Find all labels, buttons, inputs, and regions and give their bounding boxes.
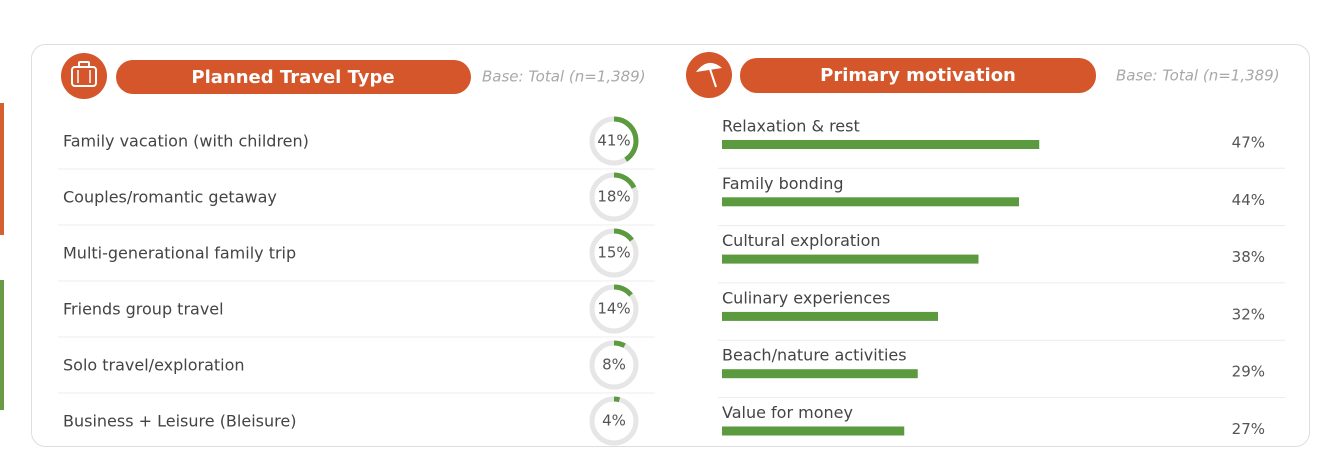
- value-label: 8%: [602, 356, 626, 374]
- bar: [722, 197, 1019, 207]
- value-label: 44%: [1232, 191, 1265, 209]
- row-label: Beach/nature activities: [722, 346, 907, 365]
- bar: [722, 254, 979, 264]
- panel-title: Planned Travel Type: [191, 67, 394, 88]
- donut-arc: [589, 172, 639, 222]
- value-label: 47%: [1232, 134, 1265, 152]
- value-label: 32%: [1232, 305, 1265, 323]
- bar: [722, 369, 918, 379]
- suitcase-icon: [61, 53, 107, 99]
- value-label: 4%: [602, 412, 626, 430]
- row-label: Multi-generational family trip: [63, 244, 296, 263]
- row-label: Value for money: [722, 403, 853, 422]
- value-label: 38%: [1232, 248, 1265, 266]
- row-label: Cultural exploration: [722, 231, 881, 250]
- value-label: 14%: [597, 300, 630, 318]
- row-label: Couples/romantic getaway: [63, 188, 277, 207]
- donut-arc: [589, 116, 639, 166]
- donut-arc: [589, 228, 639, 278]
- panel-title: Primary motivation: [820, 65, 1016, 86]
- row-label: Business + Leisure (Bleisure): [63, 412, 296, 431]
- title-pill: [116, 60, 471, 94]
- row-label: Family bonding: [722, 174, 844, 193]
- value-label: 27%: [1232, 420, 1265, 438]
- row-label: Family vacation (with children): [63, 132, 309, 151]
- row-label: Relaxation & rest: [722, 117, 860, 136]
- value-label: 18%: [597, 188, 630, 206]
- bar: [722, 140, 1040, 149]
- value-label: 15%: [597, 244, 630, 262]
- edge-accent: [0, 280, 4, 410]
- donut-arc: [589, 396, 639, 446]
- donut-arc: [589, 340, 639, 390]
- panel-subtitle: Base: Total (n=1,389): [1116, 67, 1280, 85]
- value-label: 41%: [597, 132, 630, 150]
- row-label: Culinary experiences: [722, 288, 890, 307]
- umbrella-icon: [686, 52, 732, 98]
- panel-subtitle: Base: Total (n=1,389): [482, 68, 646, 86]
- donut-arc: [589, 284, 639, 334]
- row-label: Solo travel/exploration: [63, 356, 245, 375]
- edge-accent: [0, 103, 4, 235]
- bar: [722, 311, 938, 321]
- bar: [722, 426, 905, 436]
- title-pill: [740, 58, 1096, 93]
- row-label: Friends group travel: [63, 300, 224, 319]
- value-label: 29%: [1232, 363, 1265, 381]
